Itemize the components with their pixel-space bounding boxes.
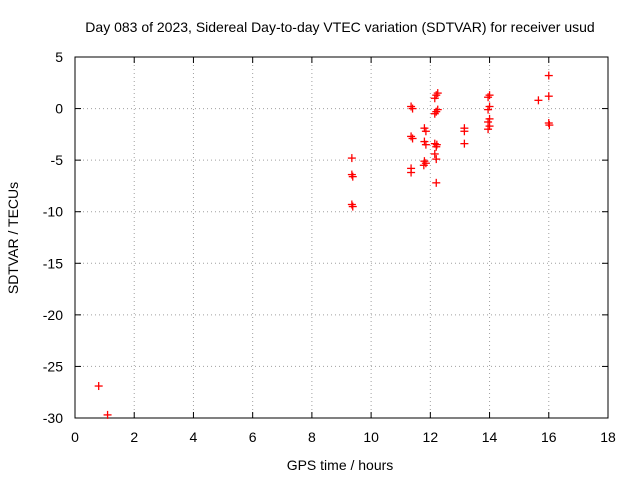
data-point bbox=[348, 202, 357, 211]
data-point bbox=[460, 139, 469, 148]
x-tick-label: 16 bbox=[541, 429, 557, 445]
x-tick-label: 12 bbox=[423, 429, 439, 445]
data-point bbox=[545, 121, 554, 130]
data-point bbox=[421, 140, 430, 149]
data-point bbox=[430, 149, 439, 158]
data-point bbox=[534, 96, 543, 105]
x-tick-label: 4 bbox=[190, 429, 198, 445]
y-tick-label: -30 bbox=[43, 410, 63, 426]
x-tick-label: 2 bbox=[130, 429, 138, 445]
data-point bbox=[419, 161, 428, 170]
y-tick-label: 0 bbox=[55, 101, 63, 117]
data-point bbox=[433, 89, 442, 98]
data-point bbox=[407, 168, 416, 177]
data-point bbox=[408, 134, 417, 143]
data-point bbox=[484, 93, 493, 102]
data-point bbox=[544, 92, 553, 101]
y-tick-label: -15 bbox=[43, 255, 63, 271]
plot-frame bbox=[74, 56, 609, 419]
y-tick-label: -20 bbox=[43, 307, 63, 323]
y-tick-label: -25 bbox=[43, 358, 63, 374]
x-tick-label: 0 bbox=[71, 429, 79, 445]
data-point bbox=[347, 200, 356, 209]
axis-ticks bbox=[74, 56, 609, 419]
data-point bbox=[407, 132, 416, 141]
data-point bbox=[433, 105, 442, 114]
data-point bbox=[485, 91, 494, 100]
x-axis-tick-labels: 0 2 4 6 8 10 12 14 16 18 bbox=[71, 429, 616, 445]
data-points bbox=[94, 71, 554, 419]
x-tick-label: 10 bbox=[363, 429, 379, 445]
data-point bbox=[348, 172, 357, 181]
data-point bbox=[484, 105, 493, 114]
x-tick-label: 18 bbox=[600, 429, 616, 445]
y-tick-label: -10 bbox=[43, 204, 63, 220]
data-point bbox=[432, 178, 441, 187]
x-tick-label: 14 bbox=[482, 429, 498, 445]
chart-title: Day 083 of 2023, Sidereal Day-to-day VTE… bbox=[85, 19, 594, 35]
x-tick-label: 8 bbox=[308, 429, 316, 445]
data-point bbox=[408, 104, 417, 113]
y-axis-label: SDTVAR / TECUs bbox=[5, 182, 21, 294]
data-point bbox=[407, 102, 416, 111]
grid-lines bbox=[75, 57, 608, 418]
data-point bbox=[347, 154, 356, 163]
data-point bbox=[484, 125, 493, 134]
data-point bbox=[94, 382, 103, 391]
x-axis-label: GPS time / hours bbox=[287, 457, 394, 473]
y-axis-tick-labels: 5 0 -5 -10 -15 -20 -25 -30 bbox=[43, 49, 63, 426]
data-point bbox=[460, 127, 469, 136]
y-tick-label: 5 bbox=[55, 49, 63, 65]
data-point bbox=[432, 155, 441, 164]
data-point bbox=[103, 410, 112, 419]
x-tick-label: 6 bbox=[249, 429, 257, 445]
y-tick-label: -5 bbox=[51, 152, 64, 168]
data-point bbox=[484, 117, 493, 126]
data-point bbox=[432, 140, 441, 149]
data-point bbox=[544, 71, 553, 80]
data-point bbox=[421, 127, 430, 136]
data-point bbox=[347, 170, 356, 179]
